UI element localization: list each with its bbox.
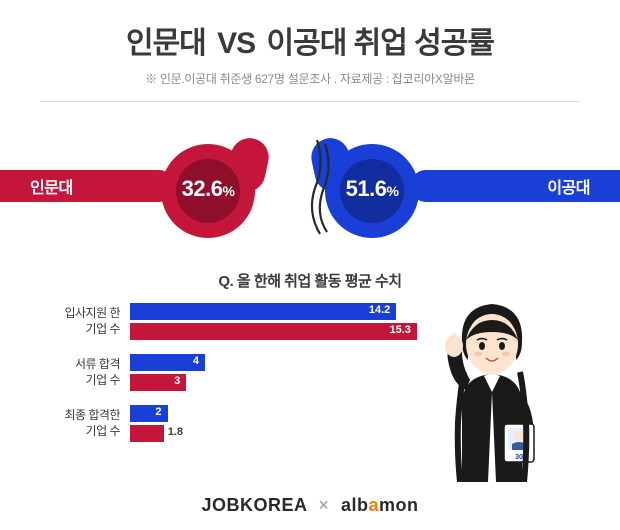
bar-blue: 14.2 [130, 303, 396, 320]
title-left: 인문대 [126, 27, 206, 60]
page-title: 인문대 VS 이공대 취업 성공률 [0, 0, 620, 62]
divider [40, 101, 580, 102]
vs-section: 인문대 이공대 32.6% 51.6% [0, 130, 620, 260]
bar-value: 2 [155, 406, 161, 418]
boxing-glove-blue: 51.6% [317, 138, 425, 246]
pct-humanities: 32.6% [155, 176, 261, 202]
bar-value: 3 [174, 375, 180, 387]
label-bar-humanities: 인문대 [0, 170, 175, 202]
bar-red: 15.3 [130, 323, 417, 340]
bar-label: 최종 합격한기업 수 [26, 408, 120, 439]
bar-red: 1.8 [130, 425, 164, 442]
title-right: 이공대 취업 성공률 [267, 27, 494, 60]
bar-value: 15.3 [389, 324, 410, 336]
albamon-logo: albamon [341, 495, 419, 515]
bar-label: 서류 합격기업 수 [26, 357, 120, 388]
label-bar-engineering: 이공대 [410, 170, 620, 202]
bar-blue: 4 [130, 354, 205, 371]
chart-title: Q. 올 한해 취업 활동 평균 수치 [0, 270, 620, 291]
label-humanities: 인문대 [30, 174, 73, 198]
bar-value: 1.8 [168, 426, 183, 438]
footer-brands: JOBKOREA × albamon [0, 495, 620, 516]
bar-red: 3 [130, 374, 186, 391]
boxing-glove-red: 32.6% [155, 138, 263, 246]
x-separator: × [312, 495, 335, 515]
bar-blue: 2 [130, 405, 168, 422]
bar-label: 입사지원 한기업 수 [26, 306, 120, 337]
bar-value: 4 [193, 355, 199, 367]
person-illustration: 30 [422, 292, 562, 482]
bar-value: 14.2 [369, 304, 390, 316]
svg-text:30: 30 [515, 454, 523, 461]
label-engineering: 이공대 [547, 174, 590, 198]
jobkorea-logo: JOBKOREA [202, 495, 307, 515]
pct-engineering: 51.6% [319, 176, 425, 202]
title-vs: VS [213, 27, 259, 60]
subtitle: ※ 인문.이공대 취준생 627명 설문조사 . 자료제공 : 잡코리아X알바몬 [0, 70, 620, 87]
